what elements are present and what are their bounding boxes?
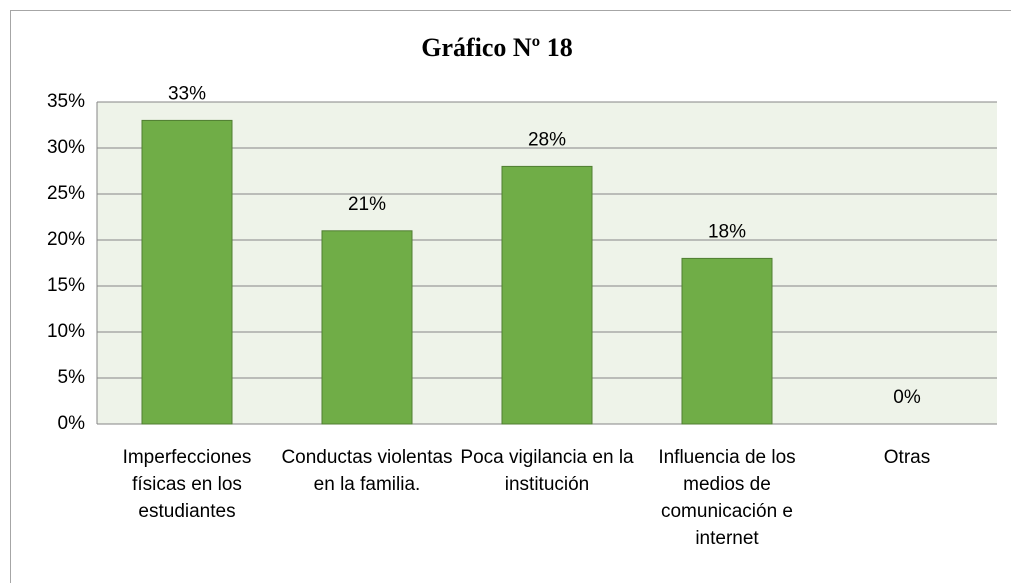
x-tick-label: Otras [883,447,931,468]
x-tick-label: Imperfecciones físicas en los estudiante… [122,447,252,522]
x-tick-label: Conductas violentas en la familia. [281,447,453,495]
y-tick-label: 20% [47,229,85,250]
y-tick-label: 35% [47,91,85,112]
bar [141,119,233,425]
x-tick-label: Poca vigilancia en la institución [460,447,634,495]
bar [321,230,413,425]
chart-border [10,10,1011,583]
y-tick-label: 30% [47,137,85,158]
y-tick-label: 25% [47,183,85,204]
data-label: 28% [528,129,566,150]
chart-title: Gráfico Nº 18 [421,33,573,62]
data-label: 33% [168,83,206,104]
y-tick-label: 15% [47,275,85,296]
bar [501,165,593,425]
data-label: 0% [893,387,921,408]
y-tick-label: 10% [47,321,85,342]
y-tick-label: 0% [58,413,86,434]
data-label: 21% [348,194,386,215]
x-tick-label: Influencia de los medios de comunicación… [658,447,796,549]
bar [681,257,773,425]
data-label: 18% [708,221,746,242]
y-tick-label: 5% [58,367,86,388]
